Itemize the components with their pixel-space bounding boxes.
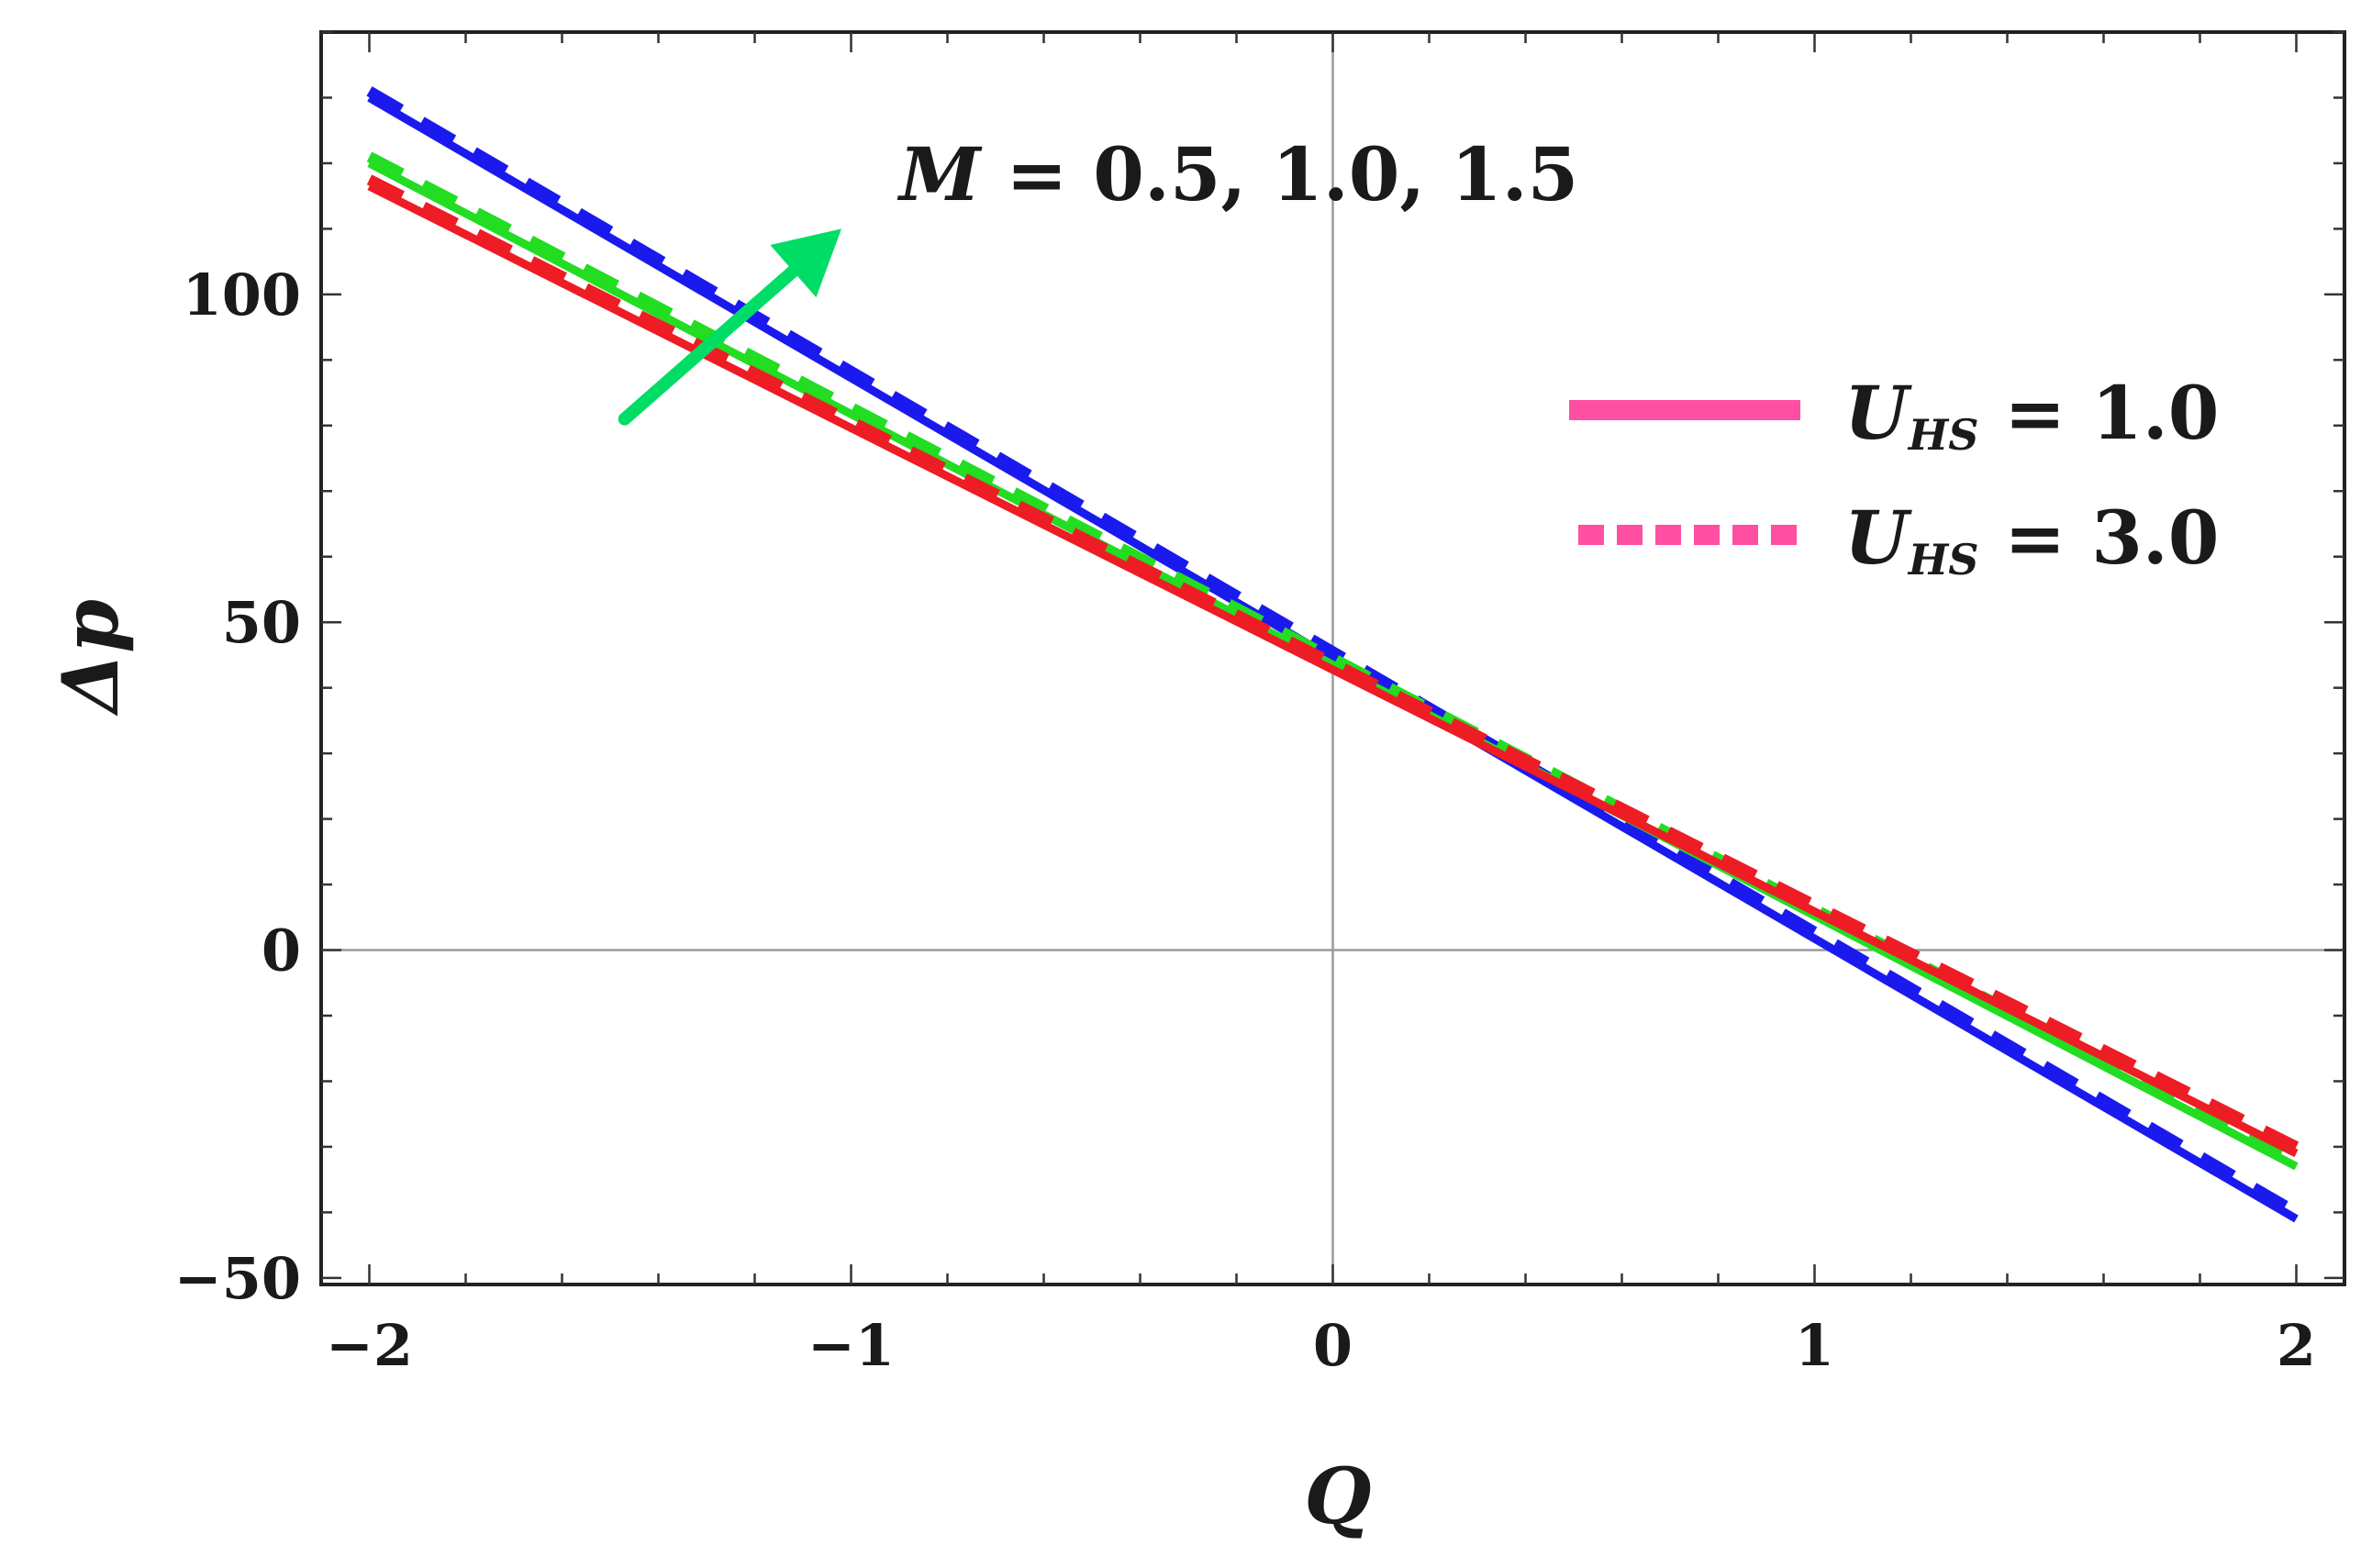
x-tick-label: 1 <box>1795 1312 1834 1379</box>
legend: UHS = 1.0 UHS = 3.0 <box>1569 370 2219 584</box>
annotation-text: M = 0.5, 1.0, 1.5 <box>896 131 1578 217</box>
legend-sub-0: HS <box>1907 410 1979 460</box>
x-tick-label: 0 <box>1313 1312 1353 1379</box>
legend-value-0: = 1.0 <box>1978 370 2219 456</box>
x-axis-label: Q <box>1304 1451 1371 1541</box>
legend-entry-0: UHS = 1.0 <box>1844 370 2219 460</box>
legend-entry-1: UHS = 3.0 <box>1844 495 2219 584</box>
y-tick-label: 50 <box>222 589 301 656</box>
y-tick-label: −50 <box>174 1245 301 1312</box>
legend-value-1: = 3.0 <box>1978 495 2219 581</box>
ticks <box>321 30 2344 1284</box>
y-tick-label: 100 <box>183 261 301 328</box>
annotation-arrow <box>618 264 800 426</box>
y-axis-label: Δp <box>45 599 136 717</box>
x-tick-label: 2 <box>2277 1312 2316 1379</box>
series-line-solid <box>367 159 2299 1171</box>
series-line-solid <box>367 94 2299 1223</box>
annotation-values: = 0.5, 1.0, 1.5 <box>981 131 1579 217</box>
series-lines <box>366 86 2300 1223</box>
annotation-arrow-head <box>770 228 841 298</box>
legend-sub-1: HS <box>1907 535 1979 584</box>
legend-var-0: U <box>1844 370 1912 456</box>
series-line-dashed <box>366 86 2300 1218</box>
x-tick-label: −2 <box>326 1312 413 1379</box>
annotation: M = 0.5, 1.0, 1.5 <box>618 131 1578 426</box>
series-line-solid <box>367 182 2299 1158</box>
annotation-variable: M <box>896 131 983 217</box>
x-tick-label: −1 <box>807 1312 895 1379</box>
tick-labels: −2 −1 0 1 2 −50 0 50 100 <box>174 261 2316 1379</box>
y-tick-label: 0 <box>262 917 301 984</box>
legend-var-1: U <box>1844 495 1912 581</box>
